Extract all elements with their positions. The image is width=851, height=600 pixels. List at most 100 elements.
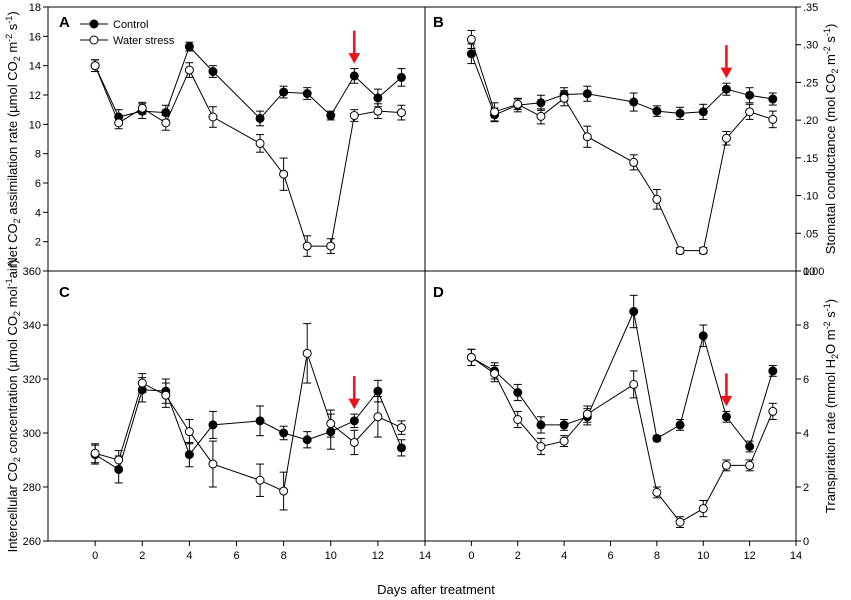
panel-a-stress-point (326, 241, 336, 251)
panel-a-control-point (279, 87, 289, 97)
panel-b-control-point (652, 106, 662, 116)
panel-b-stress-point (698, 246, 708, 256)
panel-d-stress-point (466, 352, 476, 362)
legend-stress-label: Water stress (113, 35, 175, 47)
panel-c-control-point (208, 420, 218, 430)
panel-c-stress-point (161, 390, 171, 400)
panel-a-plot: 2 4 6 8 10 12 14 16 18 (29, 2, 406, 257)
panel-a-stress-point (373, 106, 383, 116)
panel-c-xtick-label: 0 (92, 550, 98, 562)
panel-a-control-point (184, 42, 194, 52)
legend-control-marker (89, 19, 99, 29)
panel-b-stress-point (721, 133, 731, 143)
panel-b-control-point (745, 90, 755, 100)
panel-c-ytick-label: 300 (23, 428, 41, 440)
panel-b-ytick-label: .05 (803, 228, 818, 240)
legend: Control Water stress (80, 19, 175, 47)
panel-c-stress-point (90, 448, 100, 458)
panel-c-xtick-label: 10 (325, 550, 337, 562)
panel-a-stress-point (90, 61, 100, 71)
panel-a-ytick-label: 4 (35, 207, 41, 219)
legend-control-label: Control (113, 19, 148, 31)
panel-d-y-axis-title: Transpiration rate (mmol H2O m-2 s-1) (822, 299, 840, 513)
panel-b-ytick-label: .25 (803, 77, 818, 89)
panel-d-control-point (513, 388, 523, 397)
panel-b-arrow-head (720, 67, 733, 79)
panel-d-ytick-label: 6 (803, 374, 809, 386)
panel-c-stress-point (326, 419, 336, 429)
panel-d-frame (424, 270, 797, 542)
panel-d-control-point (536, 420, 546, 430)
panel-d-xtick-label: 8 (654, 550, 660, 562)
panel-d-stress-point (698, 504, 708, 514)
panel-c-stress-point (302, 348, 312, 358)
panel-d-xtick-label: 6 (607, 550, 613, 562)
panel-b-control-point (675, 108, 685, 118)
panel-a-control-point (396, 72, 406, 82)
panel-c-control-point (279, 428, 289, 438)
panel-d-arrow-head (720, 395, 733, 407)
panel-d-stress-point (745, 460, 755, 470)
panel-a-stress-point (255, 138, 265, 148)
panel-b-stress-point (675, 246, 685, 256)
panel-a-control-point (326, 111, 336, 121)
panel-c-control-point (349, 416, 359, 426)
panel-a-stress-point (208, 112, 218, 122)
panel-c-xtick-label: 2 (139, 550, 145, 562)
panel-d-control-point (652, 433, 662, 443)
panel-c-ytick-label: 340 (23, 320, 41, 332)
panel-a-ytick-label: 18 (29, 2, 41, 14)
panel-b-plot: 0.00 .05 .10 .15 .20 .25 .30 .35 (466, 2, 824, 278)
panel-a-control-point (255, 113, 265, 123)
panel-a-stress-line (94, 65, 402, 247)
panel-a-stress-point (161, 118, 171, 128)
panel-d-ytick-label: 0 (803, 536, 809, 548)
panel-b-ytick-label: .30 (803, 40, 818, 52)
panel-a-control-point (349, 71, 359, 81)
panel-d-stress-point (559, 436, 569, 446)
panel-b-ytick-label: .15 (803, 153, 818, 165)
panel-a-ytick-label: 14 (29, 61, 41, 73)
panel-d-stress-point (768, 406, 778, 416)
panel-d-xtick-label: 2 (515, 550, 521, 562)
panel-b-ytick-label: .20 (803, 115, 818, 127)
panel-d-ytick-label: 2 (803, 482, 809, 494)
panel-d-stress-point (675, 517, 685, 527)
panel-b-control-point (629, 97, 639, 107)
panel-b-control-point (582, 89, 592, 99)
panel-b-stress-point (768, 114, 778, 124)
panel-b-ytick-label: .35 (803, 2, 818, 14)
panel-b-letter: B (433, 14, 444, 31)
panel-b-control-point (536, 98, 546, 108)
panel-d-xtick-label: 4 (561, 550, 567, 562)
panel-a-stress-point (114, 118, 124, 128)
panel-d-stress-point (629, 379, 639, 389)
panel-d-ytick-label: 10 (803, 266, 815, 278)
panel-b-y-axis-title: Stomatal conductance (mol CO2 m-2 s-1) (822, 24, 840, 255)
panel-c-stress-point (184, 427, 194, 437)
panel-a-control-point (302, 89, 312, 99)
panel-d-stress-point (536, 442, 546, 451)
panel-d-xtick-label: 0 (468, 550, 474, 562)
panel-c-stress-point (279, 486, 289, 496)
panel-b-stress-point (536, 111, 546, 121)
panel-c-stress-point (396, 423, 406, 433)
panel-d-control-point (675, 420, 685, 430)
panel-d-plot: 0 2 4 6 8 10 0 2 4 6 8 10 12 14 (466, 266, 815, 562)
panel-c-ytick-label: 280 (23, 482, 41, 494)
panel-a-stress-point (302, 241, 312, 251)
panel-d-letter: D (433, 284, 444, 301)
panel-b-stress-point (490, 107, 500, 117)
panel-d-control-point (698, 331, 708, 341)
panel-a-frame (47, 6, 426, 272)
panel-d-xtick-label: 10 (697, 550, 709, 562)
panel-c-plot: 260 280 300 320 340 360 0 2 4 6 8 10 12 14 (23, 266, 431, 562)
panel-c-stress-point (208, 459, 218, 469)
panel-c-y-axis-title: Intercellular CO2 concentration (µmol CO… (4, 260, 22, 553)
panel-c-control-point (255, 416, 265, 426)
panel-d-stress-point (721, 460, 731, 470)
panel-a-y-axis-title: Net CO2 assimilation rate (µmol CO2 m-2 … (4, 11, 22, 266)
panel-b-frame (424, 6, 797, 272)
panel-d-stress-point (513, 415, 523, 424)
